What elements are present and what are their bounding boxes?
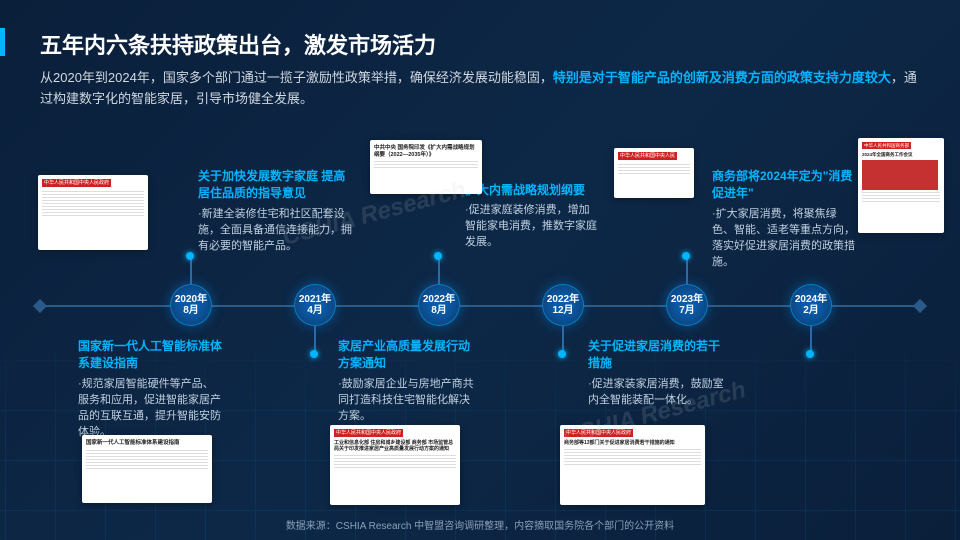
doc-thumb-5: 国家新一代人工智能标准体系建设指南 <box>82 435 212 503</box>
node-year: 2021年 <box>299 294 331 305</box>
page-subtitle: 从2020年到2024年，国家多个部门通过一揽子激励性政策举措，确保经济发展动能… <box>40 68 920 110</box>
doc-thumb-4: 中华人民共和国商务部 2024年全国商务工作会议 <box>858 138 944 233</box>
policy-title: 关于加快发展数字家庭 提高居住品质的指导意见 <box>198 168 353 203</box>
page-title: 五年内六条扶持政策出台，激发市场活力 <box>40 28 436 60</box>
policy-body: ·促进家装家居消费，鼓励室内全智能装配一体化。 <box>588 377 728 409</box>
doc-red-header: 中华人民共和国商务部 <box>862 142 911 149</box>
doc-thumb-2: 中共中央 国务院印发《扩大内需战略规划纲要（2022—2035年）》 <box>370 140 482 194</box>
policy-title: 国家新一代人工智能标准体系建设指南 <box>78 338 223 373</box>
connector-dot <box>310 350 318 358</box>
subtitle-pre: 从2020年到2024年，国家多个部门通过一揽子激励性政策举措，确保经济发展动能… <box>40 70 553 85</box>
connector-dot <box>186 252 194 260</box>
policy-body: ·促进家庭装修消费，增加智能家电消费，推数字家庭发展。 <box>465 203 600 251</box>
doc-title: 2024年全国商务工作会议 <box>862 152 940 157</box>
policy-title: 关于促进家居消费的若干措施 <box>588 338 728 373</box>
doc-red-header: 中华人民共和国中央人民政府 <box>42 179 111 187</box>
node-year: 2024年 <box>795 294 827 305</box>
connector-dot <box>806 350 814 358</box>
policy-body: ·规范家居智能硬件等产品、服务和应用，促进智能家居产品的互联互通，提升智能安防体… <box>78 377 223 441</box>
node-2022-12: 2022年 12月 <box>542 284 584 326</box>
policy-2021-04: 国家新一代人工智能标准体系建设指南 ·规范家居智能硬件等产品、服务和应用，促进智… <box>78 338 223 441</box>
policy-2022-12: 家居产业高质量发展行动方案通知 ·鼓励家居企业与房地产商共同打造科技住宅智能化解… <box>338 338 478 425</box>
connector <box>686 258 688 284</box>
node-month: 2月 <box>803 305 819 316</box>
policy-body: ·扩大家居消费，将聚焦绿色、智能、适老等重点方向，落实好促进家居消费的政策措施。 <box>712 207 857 271</box>
node-2022-08: 2022年 8月 <box>418 284 460 326</box>
node-2021-04: 2021年 4月 <box>294 284 336 326</box>
doc-thumb-3: 中华人民共和国中央人民 <box>614 148 694 198</box>
connector <box>314 326 316 352</box>
connector-dot <box>434 252 442 260</box>
policy-title: 家居产业高质量发展行动方案通知 <box>338 338 478 373</box>
doc-thumb-7: 中华人民共和国中央人民政府 商务部等13部门关于促进家居消费若干措施的通知 <box>560 425 705 505</box>
policy-title: 扩大内需战略规划纲要 <box>465 182 600 199</box>
node-month: 8月 <box>183 305 199 316</box>
node-year: 2022年 <box>547 294 579 305</box>
node-year: 2022年 <box>423 294 455 305</box>
policy-2023-07: 商务部将2024年定为"消费促进年" ·扩大家居消费，将聚焦绿色、智能、适老等重… <box>712 168 857 271</box>
doc-photo <box>862 160 938 190</box>
node-2024-02: 2024年 2月 <box>790 284 832 326</box>
connector-dot <box>682 252 690 260</box>
subtitle-highlight: 特别是对于智能产品的创新及消费方面的政策支持力度较大 <box>553 70 891 85</box>
node-month: 7月 <box>679 305 695 316</box>
footer-source: 数据来源：CSHIA Research 中智盟咨询调研整理，内容摘取国务院各个部… <box>0 517 960 532</box>
doc-red-header: 中华人民共和国中央人民政府 <box>334 429 403 437</box>
node-month: 4月 <box>307 305 323 316</box>
node-month: 12月 <box>552 305 573 316</box>
policy-body: ·鼓励家居企业与房地产商共同打造科技住宅智能化解决方案。 <box>338 377 478 425</box>
policy-2022-08: 扩大内需战略规划纲要 ·促进家庭装修消费，增加智能家电消费，推数字家庭发展。 <box>465 182 600 251</box>
node-2020-08: 2020年 8月 <box>170 284 212 326</box>
connector <box>438 258 440 284</box>
doc-thumb-6: 中华人民共和国中央人民政府 工业和信息化部 住房和城乡建设部 商务部 市场监管总… <box>330 425 460 505</box>
connector <box>562 326 564 352</box>
doc-thumb-1: 中华人民共和国中央人民政府 <box>38 175 148 250</box>
policy-body: ·新建全装修住宅和社区配套设施，全面具备通信连接能力，拥有必要的智能产品。 <box>198 207 353 255</box>
policy-2023-07b: 关于促进家居消费的若干措施 ·促进家装家居消费，鼓励室内全智能装配一体化。 <box>588 338 728 409</box>
doc-title: 国家新一代人工智能标准体系建设指南 <box>86 440 208 447</box>
policy-2020-08: 关于加快发展数字家庭 提高居住品质的指导意见 ·新建全装修住宅和社区配套设施，全… <box>198 168 353 255</box>
connector <box>190 258 192 284</box>
node-2023-07: 2023年 7月 <box>666 284 708 326</box>
node-year: 2020年 <box>175 294 207 305</box>
connector <box>810 326 812 352</box>
connector-dot <box>558 350 566 358</box>
node-month: 8月 <box>431 305 447 316</box>
doc-red-header: 中华人民共和国中央人民政府 <box>564 429 633 437</box>
policy-title: 商务部将2024年定为"消费促进年" <box>712 168 857 203</box>
doc-red-header: 中华人民共和国中央人民 <box>618 152 677 160</box>
node-year: 2023年 <box>671 294 703 305</box>
title-accent <box>0 28 5 56</box>
